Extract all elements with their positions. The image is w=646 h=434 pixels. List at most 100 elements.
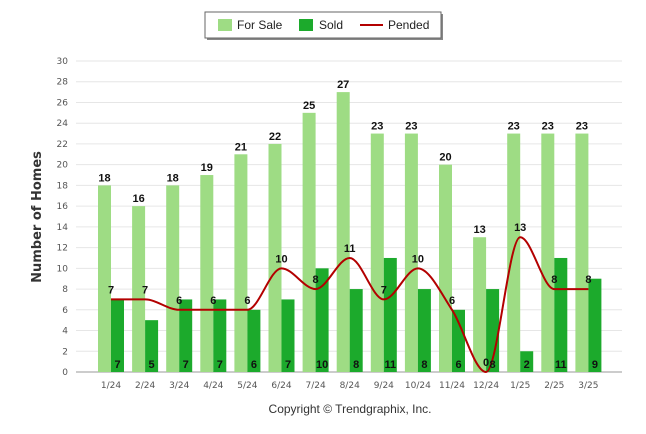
sold-bar [520,351,534,372]
sold-data-label: 10 [316,359,328,371]
sold-data-label: 11 [555,359,567,371]
sold-bar [417,289,431,372]
sold-bar [179,299,193,372]
pended-data-label: 8 [313,274,319,286]
pended-data-label: 8 [551,274,557,286]
sold-bar [486,289,500,372]
x-tick-label: 12/24 [473,381,499,391]
for-sale-bar [575,133,589,372]
for-sale-bar [541,133,555,372]
for-sale-data-label: 23 [508,121,520,133]
pended-data-label: 10 [412,253,424,265]
sold-bar [111,299,124,372]
sold-data-label: 7 [114,359,120,371]
y-tick-label: 26 [57,98,69,108]
for-sale-data-label: 23 [542,121,554,133]
bars [98,92,602,372]
y-tick-label: 4 [62,327,68,337]
for-sale-data-label: 18 [98,172,110,184]
sold-data-label: 6 [251,359,257,371]
sold-bar [281,299,295,372]
sold-data-label: 2 [524,359,530,371]
sold-bar [588,278,602,372]
pended-data-label: 7 [108,284,114,296]
y-tick-label: 6 [62,306,68,316]
for-sale-bar [234,154,248,372]
y-tick-label: 14 [57,223,69,233]
legend-swatch-sold [299,19,313,31]
legend-label-pended: Pended [388,18,429,32]
x-tick-label: 2/24 [135,381,155,391]
sold-bar [213,299,227,372]
pended-data-label: 6 [244,295,250,307]
pended-data-label: 13 [514,222,526,234]
y-tick-label: 28 [57,78,69,88]
copyright-credit: Copyright © Trendgraphix, Inc. [269,402,432,416]
x-axis-ticks: 1/24 2/24 3/24 4/24 5/24 6/24 7/24 8/24 9/24 10/2… [101,381,599,391]
for-sale-data-label: 19 [201,162,213,174]
sold-bar [145,320,159,372]
sold-data-label: 9 [592,359,598,371]
for-sale-bar [166,185,180,372]
pended-data-label: 10 [275,253,287,265]
for-sale-bar [473,237,487,372]
x-tick-label: 7/24 [305,381,325,391]
legend-swatch-for-sale [218,19,232,31]
for-sale-data-label: 18 [167,172,179,184]
pended-data-label: 7 [381,284,387,296]
y-axis-label: Number of Homes [30,151,45,283]
pended-data-label: 11 [344,243,356,255]
for-sale-data-label: 20 [439,152,451,164]
x-tick-label: 2/25 [544,381,564,391]
sold-data-label: 8 [353,359,359,371]
sold-bar [349,289,363,372]
sold-data-label: 7 [217,359,223,371]
y-tick-label: 8 [62,285,68,295]
sold-bar [383,257,397,372]
for-sale-bar [200,175,214,372]
x-tick-label: 1/24 [101,381,121,391]
pended-line-path [111,236,589,374]
y-tick-label: 12 [57,244,68,254]
y-tick-label: 20 [57,161,69,171]
for-sale-bar [404,133,418,372]
pended-data-label: 6 [210,295,216,307]
y-tick-label: 18 [57,181,69,191]
for-sale-bar [336,92,350,372]
for-sale-bar [302,112,316,372]
for-sale-bar [132,206,146,372]
x-tick-label: 5/24 [237,381,257,391]
x-tick-label: 3/25 [578,381,598,391]
pended-data-label: 6 [176,295,182,307]
y-tick-label: 16 [57,202,69,212]
y-tick-label: 0 [62,368,68,378]
sold-data-label: 11 [384,359,396,371]
sold-bar [315,268,329,372]
for-sale-data-label: 25 [303,100,315,112]
x-tick-label: 10/24 [405,381,431,391]
x-tick-label: 11/24 [439,381,465,391]
for-sale-data-label: 21 [235,141,247,153]
y-tick-label: 2 [62,347,68,357]
x-tick-label: 4/24 [203,381,223,391]
pended-data-label: 0 [483,357,489,369]
legend-label-sold: Sold [319,18,343,32]
x-tick-label: 9/24 [374,381,394,391]
x-tick-label: 3/24 [169,381,189,391]
for-sale-data-label: 27 [337,79,349,91]
sold-bar [554,257,568,372]
sold-data-label: 8 [490,359,496,371]
legend-label-for-sale: For Sale [237,18,283,32]
y-tick-label: 24 [57,119,69,129]
x-tick-label: 1/25 [510,381,530,391]
y-tick-label: 30 [57,57,69,67]
for-sale-data-label: 23 [371,121,383,133]
sold-data-label: 7 [285,359,291,371]
pended-data-label: 8 [585,274,591,286]
for-sale-bar [268,143,282,372]
sold-data-label: 7 [183,359,189,371]
data-labels: 1871651871972162272510278231123820613823… [98,79,598,371]
sold-data-label: 8 [421,359,427,371]
y-tick-label: 10 [57,264,69,274]
